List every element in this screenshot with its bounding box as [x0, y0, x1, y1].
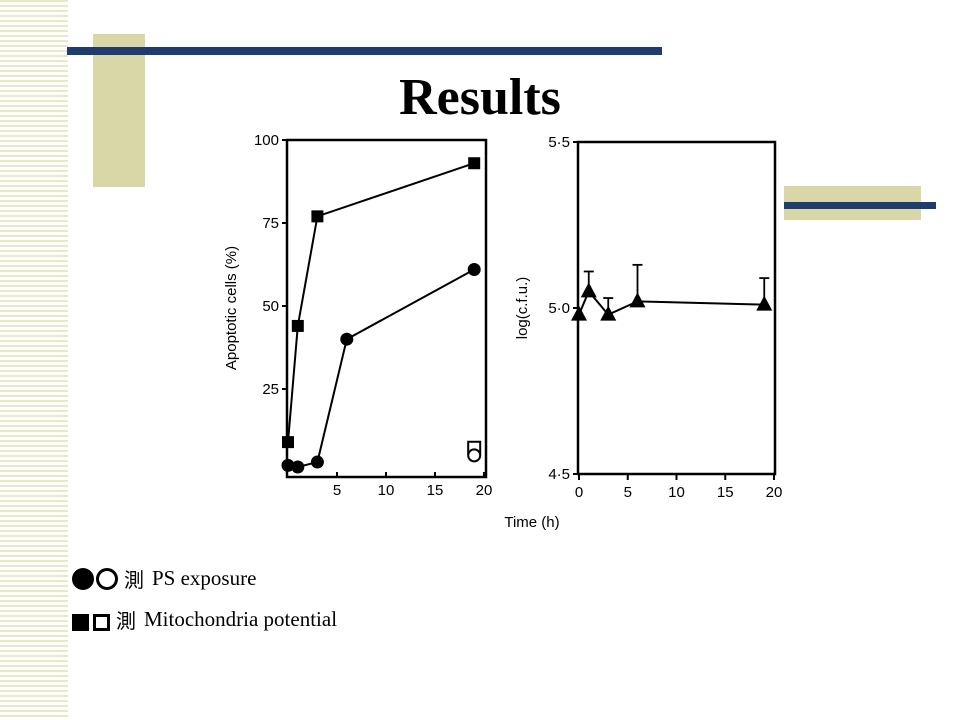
legend-label: Mitochondria potential — [144, 607, 338, 631]
legend-label: PS exposure — [152, 566, 257, 590]
x-tick-label: 20 — [766, 484, 783, 501]
series-line — [287, 162, 475, 443]
series-line — [287, 268, 475, 469]
khaki-block-decoration — [93, 34, 145, 187]
open-square-icon — [93, 613, 110, 631]
chart-left-frame — [285, 138, 488, 479]
y-tick-label: 100 — [254, 132, 279, 149]
filled-circle-icon — [72, 567, 94, 590]
data-point-filled-circle — [291, 460, 305, 474]
x-tick-label: 0 — [575, 484, 583, 501]
x-tick-label: 10 — [668, 484, 685, 501]
y-tick-label: 75 — [262, 215, 279, 232]
data-point-filled-triangle — [600, 305, 617, 321]
chart-xlabel: Time (h) — [504, 514, 559, 531]
chart-right: log(c.f.u.) Time (h) 4·5 5·0 5·5 0 5 10 15 20 — [504, 134, 782, 531]
data-point-filled-square — [291, 319, 304, 332]
legend-bullet: 測 — [124, 568, 144, 592]
legend-bullet: 測 — [116, 609, 136, 633]
x-tick-label: 15 — [717, 484, 734, 501]
open-circle-icon — [96, 567, 118, 590]
navy-bar-right-decoration — [784, 202, 936, 209]
y-tick-label: 4·5 — [548, 466, 570, 483]
x-tick-label: 15 — [427, 482, 444, 499]
data-point-filled-square — [468, 157, 481, 170]
data-point-filled-circle — [467, 262, 481, 276]
y-tick-label: 25 — [262, 381, 279, 398]
left-stripe-decoration — [0, 0, 68, 720]
legend-item-mitochondria: 測 Mitochondria potential — [72, 605, 337, 634]
data-point-filled-square — [311, 210, 324, 223]
y-tick-label: 5·5 — [548, 134, 570, 151]
data-point-filled-triangle — [571, 305, 587, 321]
chart-left: Apoptotic cells (%) 25 50 75 100 5 10 15 20 — [223, 132, 492, 499]
data-point-filled-circle — [281, 458, 295, 472]
legend-item-ps-exposure: 測 PS exposure — [72, 564, 256, 593]
data-point-filled-triangle — [580, 282, 597, 298]
data-point-open-circle — [467, 448, 482, 463]
navy-bar-decoration — [67, 47, 662, 55]
chart-left-ylabel: Apoptotic cells (%) — [223, 246, 240, 370]
chart-right-ylabel: log(c.f.u.) — [514, 277, 531, 340]
x-tick-label: 5 — [624, 484, 632, 501]
x-tick-label: 5 — [333, 482, 341, 499]
data-point-filled-triangle — [756, 295, 773, 311]
x-tick-label: 20 — [476, 482, 493, 499]
filled-square-icon — [72, 613, 89, 631]
data-point-filled-circle — [310, 455, 324, 469]
y-tick-label: 5·0 — [548, 300, 570, 317]
slide-title: Results — [399, 69, 561, 126]
y-tick-label: 50 — [262, 298, 279, 315]
data-point-filled-circle — [340, 332, 354, 346]
x-tick-label: 10 — [378, 482, 395, 499]
data-point-filled-triangle — [629, 292, 646, 308]
data-point-filled-square — [282, 436, 294, 449]
